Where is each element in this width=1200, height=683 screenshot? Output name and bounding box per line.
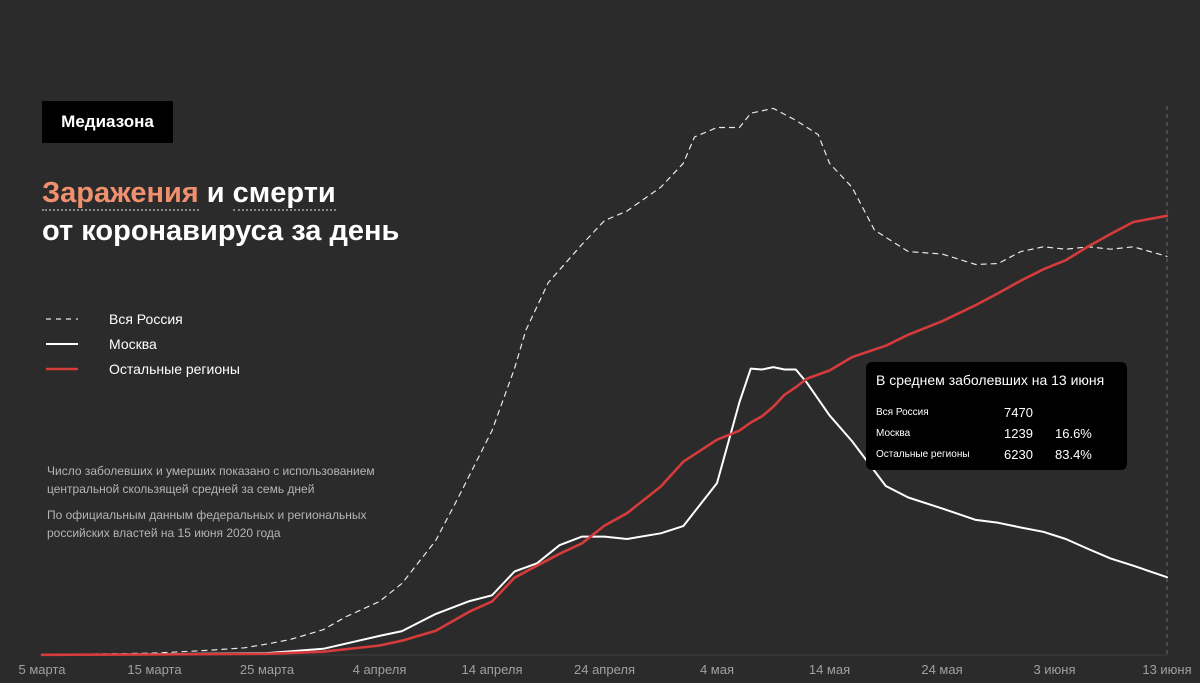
legend-swatch-red <box>46 367 78 370</box>
tooltip-row-name: Вся Россия <box>876 407 929 418</box>
title-connector: и <box>198 177 233 209</box>
x-tick-label: 24 апреля <box>574 662 635 677</box>
chart-lines <box>40 107 1169 657</box>
x-tick-label: 5 марта <box>19 662 67 677</box>
x-tick-label: 13 июня <box>1142 662 1191 677</box>
legend-item-russia: Вся Россия <box>46 306 240 331</box>
tooltip-row-value: 6230 <box>1004 447 1033 462</box>
tooltip-row: Остальные регионы 6230 83.4% <box>876 444 1117 465</box>
tooltip-row-value: 1239 <box>1004 426 1033 441</box>
x-tick-label: 25 марта <box>240 662 295 677</box>
title-line2: от коронавируса за день <box>42 215 400 247</box>
x-tick-label: 14 мая <box>809 662 850 677</box>
title-cases-link[interactable]: Заражения <box>42 177 199 211</box>
tooltip-row-pct: 83.4% <box>1055 447 1092 462</box>
x-axis-ticks: 5 марта 15 марта 25 марта 4 апреля 14 апреля… <box>19 662 1192 677</box>
series-line-regions <box>40 214 1169 657</box>
legend-label: Москва <box>109 335 157 352</box>
tooltip: В среднем заболевших на 13 июня Вся Росс… <box>866 362 1127 470</box>
note-source: По официальным данным федеральных и реги… <box>47 508 367 540</box>
tooltip-row-name: Москва <box>876 428 911 439</box>
chart-notes: Число заболевших и умерших показано с ис… <box>47 462 407 550</box>
tooltip-row-pct: 16.6% <box>1055 426 1092 441</box>
tooltip-row-name: Остальные регионы <box>876 449 970 460</box>
chart-title: Заражения и смерти от коронавируса за де… <box>42 174 399 250</box>
legend: Вся Россия Москва Остальные регионы <box>46 306 240 381</box>
x-tick-label: 3 июня <box>1033 662 1075 677</box>
mediazona-logo: Медиазона <box>42 101 173 143</box>
series-line-moscow <box>41 366 1168 656</box>
tooltip-row: Вся Россия 7470 <box>876 402 1117 423</box>
legend-label: Вся Россия <box>109 310 183 327</box>
legend-label: Остальные регионы <box>109 360 240 377</box>
tooltip-row-value: 7470 <box>1004 405 1033 420</box>
legend-item-regions: Остальные регионы <box>46 356 240 381</box>
legend-item-moscow: Москва <box>46 331 240 356</box>
x-tick-label: 4 апреля <box>353 662 407 677</box>
series-line-russia <box>41 107 1168 656</box>
legend-swatch-white <box>46 342 78 345</box>
x-tick-label: 4 мая <box>700 662 734 677</box>
tooltip-row: Москва 1239 16.6% <box>876 423 1117 444</box>
legend-swatch-dashed <box>46 317 78 320</box>
note-method: Число заболевших и умерших показано с ис… <box>47 464 375 496</box>
x-tick-label: 15 марта <box>127 662 182 677</box>
title-deaths-link[interactable]: смерти <box>232 177 336 211</box>
x-tick-label: 14 апреля <box>462 662 523 677</box>
tooltip-title: В среднем заболевших на 13 июня <box>876 372 1105 388</box>
x-tick-label: 24 мая <box>921 662 962 677</box>
